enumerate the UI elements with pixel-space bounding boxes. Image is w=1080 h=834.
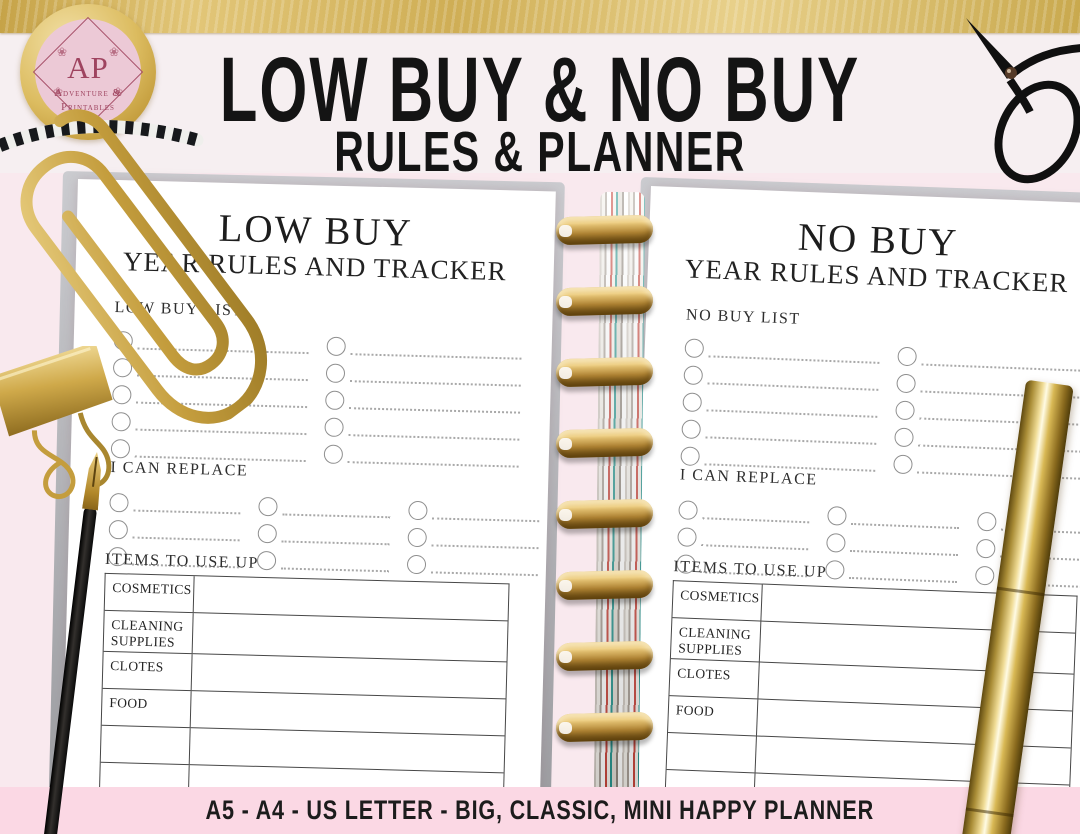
- pen-seam: [965, 807, 1014, 818]
- checklist-circle: [258, 496, 279, 517]
- checklist-circle: [684, 338, 705, 359]
- table-row-label: CLOTES: [102, 652, 193, 691]
- checklist-column: [257, 489, 392, 573]
- checklist-circle: [326, 336, 346, 357]
- flower-icon: ❀: [57, 45, 68, 59]
- gold-paperclip: [20, 109, 267, 424]
- title-banner: LOW BUY & NO BUY RULES & PLANNER: [0, 33, 1080, 181]
- logo-name-line2: Printables: [61, 102, 115, 113]
- checklist-row: [323, 437, 522, 469]
- table-row-label: CLEANING SUPPLIES: [103, 610, 194, 654]
- checklist-row: [407, 493, 542, 523]
- pen-nib: [82, 451, 105, 511]
- table-row-label: CLEANING SUPPLIES: [670, 618, 762, 662]
- checklist-circle: [681, 419, 702, 440]
- checklist-circle: [893, 454, 913, 475]
- checklist-circle: [325, 363, 346, 384]
- checklist-circle: [897, 346, 918, 367]
- checklist-row: [257, 543, 391, 573]
- gold-binder-clip: [0, 346, 113, 500]
- checklist-circle: [826, 533, 847, 553]
- logo-name-line1: Adventure &: [54, 88, 122, 99]
- flower-icon: ❀: [112, 85, 123, 99]
- checklist-column: [406, 493, 541, 577]
- section-label-list: NO BUY LIST: [685, 306, 801, 328]
- checklist-circle: [827, 506, 848, 526]
- binding-disc: [555, 640, 654, 672]
- table-row-label: FOOD: [101, 689, 192, 728]
- checklist-circle: [974, 565, 995, 586]
- checklist-circle: [406, 554, 426, 575]
- section-label-useup: ITEMS TO USE UP: [104, 550, 260, 572]
- checklist-circle: [324, 417, 344, 438]
- binding-disc: [555, 356, 654, 388]
- table-row-label: [666, 733, 757, 773]
- checklist-circle: [894, 427, 914, 448]
- dotted-line: [849, 576, 957, 584]
- banner-title-line1: LOW BUY & NO BUY: [219, 39, 861, 141]
- binding-disc: [555, 569, 654, 601]
- dotted-line: [430, 571, 538, 577]
- table-row-label: [100, 726, 191, 765]
- banner-title-line2: RULES & PLANNER: [334, 120, 746, 184]
- table-row-label: COSMETICS: [672, 581, 763, 621]
- checklist-row: [406, 547, 540, 577]
- checklist-circle: [975, 538, 996, 559]
- checklist-row: [407, 520, 541, 550]
- flower-icon: ❀: [108, 45, 119, 59]
- checklist-row: [825, 552, 959, 584]
- checklist-circle: [895, 400, 915, 421]
- items-to-use-up-table: COSMETICS CLEANING SUPPLIES CLOTES FOOD: [98, 572, 510, 811]
- table-row-label: COSMETICS: [104, 573, 195, 613]
- checklist-row: [258, 489, 393, 519]
- checklist-circle: [325, 390, 345, 411]
- gold-top-band: [0, 0, 1080, 33]
- checklist-circle: [896, 373, 916, 394]
- checklist-circle: [407, 527, 427, 548]
- checklist-row: [257, 516, 392, 546]
- checklist-column: [323, 329, 524, 469]
- checklist-circle: [257, 550, 277, 571]
- checklist-column: [825, 498, 961, 584]
- checklist-circle: [825, 559, 846, 580]
- size-info-text: A5 - A4 - US LETTER - BIG, CLASSIC, MINI…: [205, 795, 875, 825]
- dotted-line: [347, 461, 519, 468]
- checklist-circle: [677, 527, 697, 548]
- table-row-label: FOOD: [668, 696, 759, 736]
- binding-disc: [555, 285, 654, 317]
- checklist-circle: [683, 365, 704, 386]
- checklist-circle: [257, 523, 278, 544]
- thread-snips-scissors: [966, 18, 1080, 184]
- twine-rope: [0, 120, 204, 153]
- binding-disc: [555, 214, 654, 246]
- checklist-circle: [323, 444, 344, 465]
- checklist-circle: [682, 392, 703, 413]
- logo-inner-circle: ❀ ❀ ❀ ❀ AP Adventure & Printables: [32, 16, 144, 128]
- table-row-blank-cell: [193, 613, 508, 662]
- pen-seam: [996, 586, 1045, 597]
- checklist-circle: [407, 500, 428, 521]
- logo-initials: AP: [67, 50, 109, 85]
- checklist-circle: [108, 519, 129, 540]
- binding-disc: [555, 498, 654, 530]
- dotted-line: [281, 567, 389, 573]
- checklist-column: [680, 330, 882, 472]
- spine-paper-edges: [593, 191, 646, 789]
- checklist-circle: [680, 446, 701, 467]
- binding-disc: [555, 427, 654, 459]
- table-row-label: CLOTES: [669, 659, 760, 699]
- binding-disc: [555, 711, 654, 743]
- checklist-circle: [976, 511, 997, 532]
- flower-icon: ❀: [53, 85, 64, 99]
- checklist-circle: [678, 500, 698, 521]
- size-info-bar: A5 - A4 - US LETTER - BIG, CLASSIC, MINI…: [0, 787, 1080, 834]
